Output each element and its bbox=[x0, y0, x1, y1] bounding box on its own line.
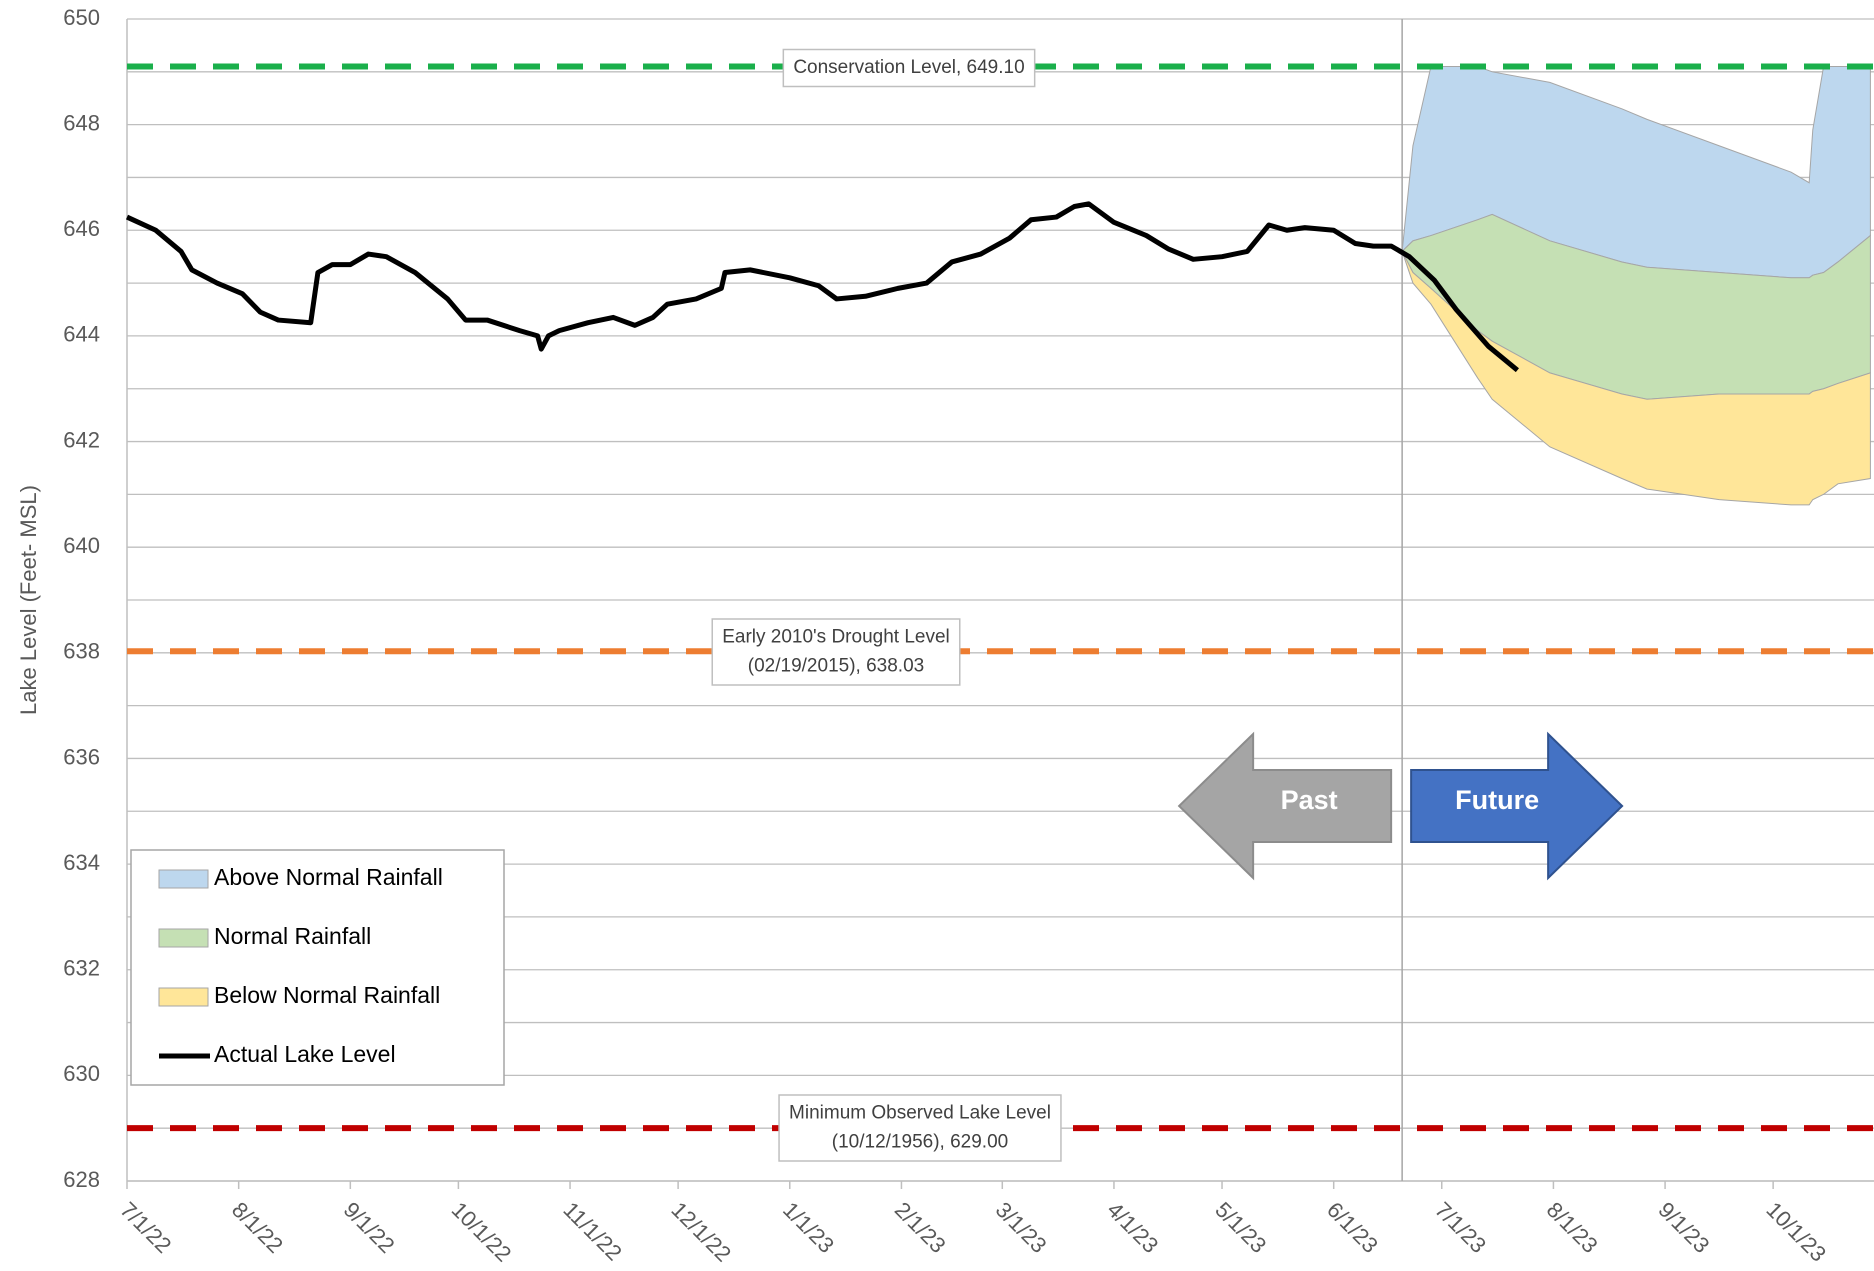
legend-swatch bbox=[158, 869, 209, 889]
reference-label-box bbox=[778, 1094, 1062, 1162]
x-tick-label: 9/1/23 bbox=[1653, 1197, 1714, 1258]
line-series bbox=[125, 201, 1519, 373]
y-tick-label: 642 bbox=[63, 427, 100, 452]
y-tick-label: 634 bbox=[63, 850, 100, 875]
x-tick-label: 6/1/23 bbox=[1322, 1197, 1383, 1258]
future-arrow bbox=[1410, 731, 1624, 881]
y-tick-label: 648 bbox=[63, 110, 100, 135]
y-tick-label: 644 bbox=[63, 322, 100, 347]
legend-label: Below Normal Rainfall bbox=[214, 982, 440, 1008]
legend-swatch bbox=[158, 928, 209, 948]
legend-swatch bbox=[158, 987, 209, 1007]
legend-label: Above Normal Rainfall bbox=[214, 864, 443, 890]
y-tick-label: 628 bbox=[63, 1167, 100, 1192]
reference-label: Early 2010's Drought Level bbox=[722, 627, 950, 648]
reference-label-box bbox=[711, 618, 961, 686]
reference-label-box bbox=[782, 48, 1036, 88]
arrow-label: Past bbox=[1281, 785, 1338, 815]
x-tick-label: 12/1/22 bbox=[666, 1197, 736, 1267]
x-tick-label: 10/1/23 bbox=[1761, 1197, 1831, 1267]
y-tick-label: 636 bbox=[63, 744, 100, 769]
x-tick-label: 4/1/23 bbox=[1102, 1197, 1163, 1258]
x-tick-label: 10/1/22 bbox=[447, 1197, 517, 1267]
reference-label: (02/19/2015), 638.03 bbox=[748, 656, 924, 677]
bands bbox=[1401, 66, 1871, 506]
y-tick-label: 632 bbox=[63, 956, 100, 981]
legend-label: Normal Rainfall bbox=[214, 923, 371, 949]
x-tick-label: 5/1/23 bbox=[1210, 1197, 1271, 1258]
x-tick-label: 9/1/22 bbox=[339, 1197, 400, 1258]
reference-label: Minimum Observed Lake Level bbox=[789, 1103, 1051, 1124]
y-tick-label: 638 bbox=[63, 639, 100, 664]
x-tick-label: 1/1/23 bbox=[778, 1197, 839, 1258]
reference-label: (10/12/1956), 629.00 bbox=[832, 1132, 1008, 1153]
past-arrow bbox=[1177, 731, 1393, 881]
y-tick-label: 646 bbox=[63, 216, 100, 241]
x-tick-label: 7/1/22 bbox=[115, 1197, 176, 1258]
x-tick-label: 7/1/23 bbox=[1430, 1197, 1491, 1258]
x-tick-label: 2/1/23 bbox=[890, 1197, 951, 1258]
y-tick-label: 640 bbox=[63, 533, 100, 558]
reference-label: Conservation Level, 649.10 bbox=[793, 57, 1024, 78]
y-tick-label: 650 bbox=[63, 5, 100, 30]
arrow-label: Future bbox=[1455, 785, 1539, 815]
legend-box bbox=[130, 849, 505, 1086]
y-tick-label: 630 bbox=[63, 1061, 100, 1086]
x-tick-label: 8/1/22 bbox=[227, 1197, 288, 1258]
x-tick-label: 11/1/22 bbox=[558, 1197, 626, 1265]
area-band bbox=[1401, 251, 1871, 506]
x-tick-label: 8/1/23 bbox=[1542, 1197, 1603, 1258]
legend-label: Actual Lake Level bbox=[214, 1041, 396, 1067]
y-axis-label: Lake Level (Feet- MSL) bbox=[16, 485, 41, 715]
x-tick-label: 3/1/23 bbox=[991, 1197, 1052, 1258]
